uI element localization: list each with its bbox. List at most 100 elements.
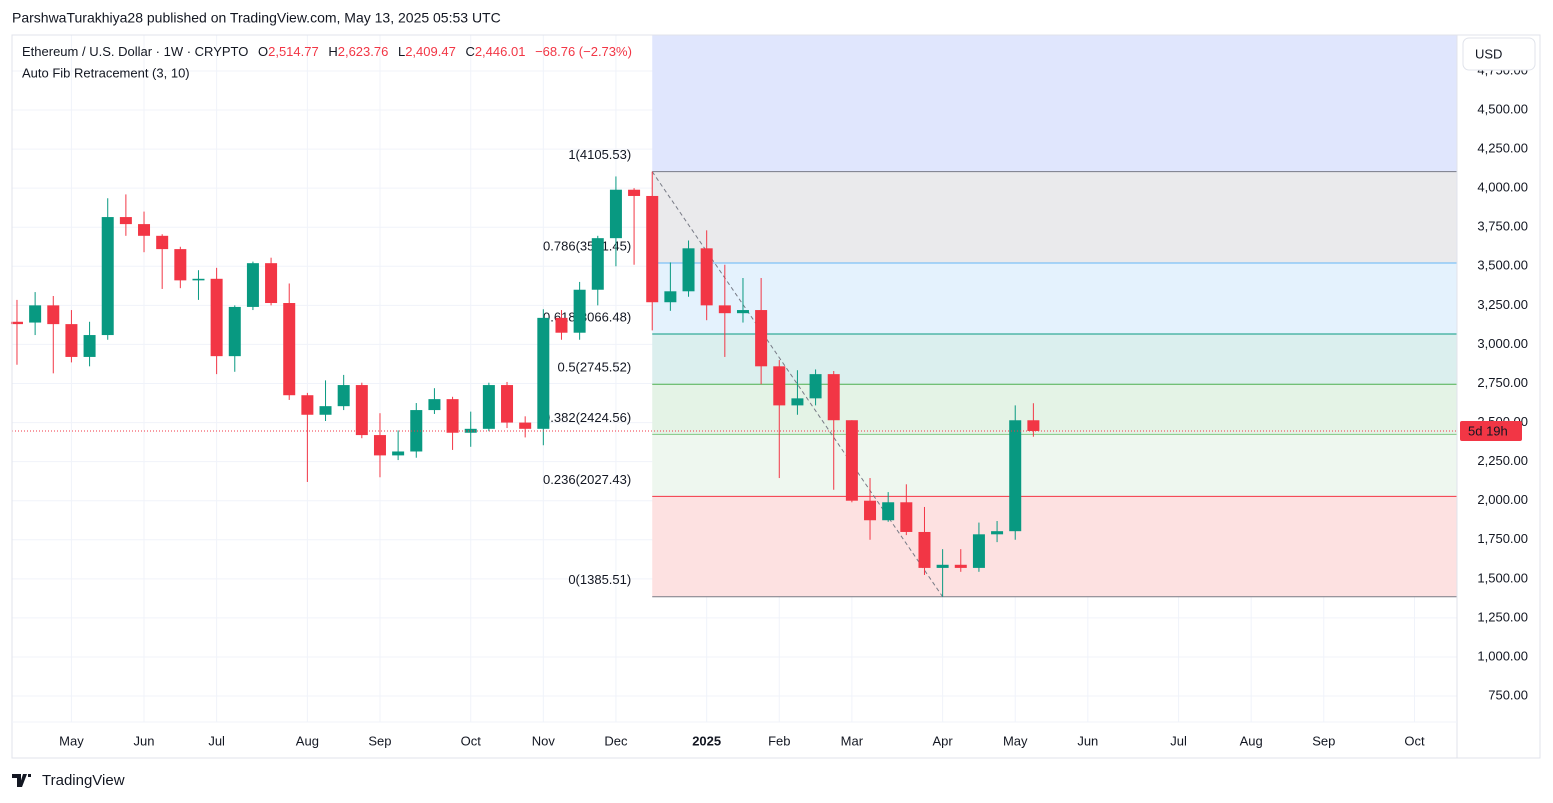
y-tick-label: 2,750.00 [1477, 375, 1528, 390]
x-tick-label: Jul [1170, 733, 1187, 748]
candle-body [373, 435, 386, 456]
fib-lines: 1(4105.53)0.786(3521.45)0.618(3066.48)0.… [543, 147, 1457, 598]
candle-body [355, 385, 368, 436]
currency-button[interactable]: USD [1462, 37, 1536, 71]
x-tick-label: May [59, 733, 84, 748]
x-tick-label: Jun [1077, 733, 1098, 748]
candle-body [682, 248, 695, 292]
y-tick-label: 4,500.00 [1477, 101, 1528, 116]
x-tick-label: Aug [1240, 733, 1263, 748]
fib-level-label: 0.786(3521.45) [543, 238, 631, 253]
candle-body [573, 289, 586, 333]
y-tick-label: 3,000.00 [1477, 336, 1528, 351]
fib-zone [652, 262, 1457, 335]
y-tick-label: 4,000.00 [1477, 180, 1528, 195]
y-tick-label: 1,750.00 [1477, 531, 1528, 546]
x-tick-label: Sep [368, 733, 391, 748]
publish-line: ParshwaTurakhiya28 published on TradingV… [12, 10, 501, 26]
fib-level-label: 0.236(2027.43) [543, 472, 631, 487]
y-tick-label: 1,250.00 [1477, 609, 1528, 624]
fib-zone [652, 171, 1457, 263]
x-tick-label: Oct [461, 733, 482, 748]
candle-body [609, 189, 622, 239]
fib-level-label: 0.382(2424.56) [543, 410, 631, 425]
candle-body [47, 305, 60, 325]
indicator-name: Auto Fib Retracement (3, 10) [22, 65, 190, 80]
candle-body [446, 399, 459, 433]
legend-value: 2,514.77 [268, 44, 319, 59]
candle-body [809, 374, 822, 399]
candle-body [827, 374, 840, 421]
candle-body [900, 502, 913, 532]
candle-body [174, 249, 187, 281]
candle-body [464, 428, 477, 433]
countdown-label: 5d 19h [1468, 423, 1508, 438]
legend-key: L [398, 44, 405, 59]
symbol-title: Ethereum / U.S. Dollar · 1W · CRYPTO [22, 44, 248, 59]
x-tick-label: Feb [768, 733, 790, 748]
fib-zone [652, 334, 1457, 385]
legend: Ethereum / U.S. Dollar · 1W · CRYPTO O2,… [22, 44, 632, 59]
legend-value: 2,623.76 [338, 44, 389, 59]
y-tick-label: 750.00 [1488, 687, 1528, 702]
legend-value: 2,409.47 [405, 44, 456, 59]
legend-key: C [465, 44, 474, 59]
candle-body [936, 564, 949, 568]
candle-body [519, 422, 532, 429]
fib-level-label: 1(4105.53) [568, 147, 631, 162]
y-tick-label: 2,250.00 [1477, 453, 1528, 468]
candle-body [138, 224, 151, 236]
x-tick-label: May [1003, 733, 1028, 748]
candle-body [29, 305, 42, 323]
candle-body [1009, 420, 1022, 532]
candle-body [845, 420, 858, 501]
candle-body [700, 248, 713, 306]
candle-body [555, 317, 568, 333]
candle-body [773, 366, 786, 406]
x-tick-label: Nov [532, 733, 556, 748]
axes: 750.00 1,000.00 1,250.00 1,500.00 1,750.00 2,… [59, 62, 1528, 748]
y-tick-label: 3,500.00 [1477, 258, 1528, 273]
legend-key: H [328, 44, 337, 59]
candle-body [591, 238, 604, 290]
candle-body [301, 395, 314, 415]
fib-zones [652, 35, 1457, 597]
candle-body [283, 303, 296, 396]
candle-body [10, 321, 23, 325]
x-tick-label: Aug [296, 733, 319, 748]
x-tick-label: Jul [208, 733, 225, 748]
candle-body [156, 235, 169, 250]
legend-value: 2,446.01 [475, 44, 526, 59]
candle-body [228, 306, 241, 357]
fib-zone [652, 434, 1457, 497]
fib-zone [652, 384, 1457, 435]
candle-body [192, 278, 205, 281]
candle-body [428, 399, 441, 411]
candle-body [718, 305, 731, 314]
candle-body [101, 217, 114, 336]
x-tick-label: Apr [933, 733, 954, 748]
candle-body [337, 385, 350, 407]
candle-body [664, 291, 677, 303]
candle-body [265, 263, 278, 304]
candle-body [918, 531, 931, 568]
candle-body [954, 564, 967, 568]
fib-trend-line [651, 171, 944, 598]
x-tick-label: Jun [134, 733, 155, 748]
candle-body [482, 385, 495, 429]
y-tick-label: 3,250.00 [1477, 297, 1528, 312]
candle-body [410, 410, 423, 452]
y-tick-label: 4,250.00 [1477, 141, 1528, 156]
legend-key: O [258, 44, 268, 59]
currency-box[interactable] [1462, 37, 1536, 71]
x-tick-label: Sep [1312, 733, 1335, 748]
y-tick-label: 3,750.00 [1477, 219, 1528, 234]
logo-mark [12, 774, 31, 787]
candle-body [628, 189, 641, 196]
x-tick-label: Mar [841, 733, 864, 748]
candle-body [736, 310, 749, 314]
candle-body [392, 451, 405, 456]
fib-level-label: 0(1385.51) [568, 572, 631, 587]
currency-label[interactable]: USD [1475, 46, 1502, 61]
